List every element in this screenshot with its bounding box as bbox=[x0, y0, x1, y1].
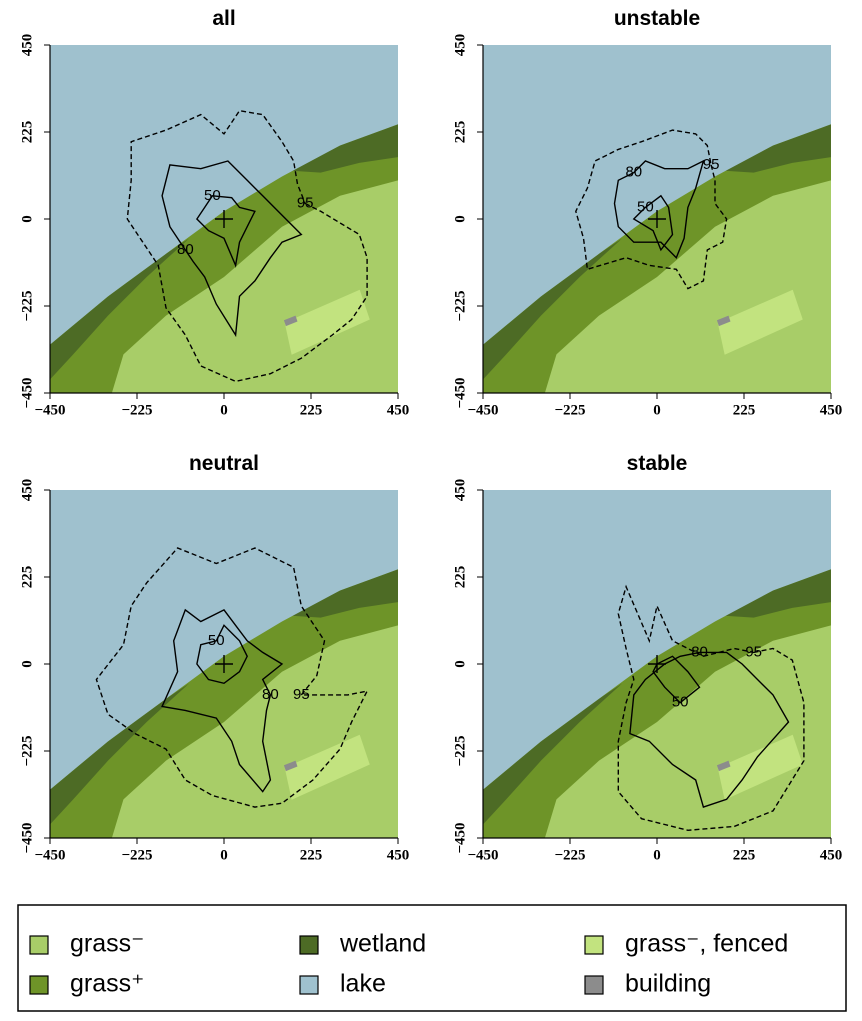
legend-label: grass⁺ bbox=[70, 970, 144, 998]
contour-label: 80 bbox=[691, 643, 708, 660]
contour-label: 80 bbox=[625, 164, 642, 181]
x-tick-label: 450 bbox=[820, 402, 843, 418]
x-tick-label: 450 bbox=[387, 847, 410, 863]
x-tick-label: −450 bbox=[34, 847, 65, 863]
x-tick-label: −225 bbox=[554, 402, 585, 418]
x-tick-label: −450 bbox=[467, 847, 498, 863]
legend-swatch bbox=[584, 935, 604, 955]
y-tick-label: 0 bbox=[452, 660, 468, 668]
panel-title: neutral bbox=[189, 452, 259, 475]
panel-title: stable bbox=[627, 452, 688, 475]
contour-label: 80 bbox=[262, 686, 279, 703]
x-tick-label: 0 bbox=[220, 402, 228, 418]
legend-label: lake bbox=[340, 970, 386, 998]
legend-label: grass⁻, fenced bbox=[625, 930, 788, 958]
y-tick-label: 450 bbox=[452, 34, 468, 57]
contour-line bbox=[161, 160, 303, 338]
contour-label: 95 bbox=[703, 156, 720, 173]
contour-line bbox=[196, 624, 248, 685]
contour-label: 80 bbox=[177, 241, 194, 258]
x-tick-label: −225 bbox=[121, 847, 152, 863]
y-tick-label: −225 bbox=[452, 735, 468, 766]
x-tick-label: 450 bbox=[820, 847, 843, 863]
legend-swatch bbox=[299, 935, 319, 955]
legend-label: grass⁻ bbox=[70, 930, 144, 958]
contour-line bbox=[575, 129, 728, 290]
legend-swatch bbox=[584, 975, 604, 995]
contour-label: 95 bbox=[293, 686, 310, 703]
contour-line bbox=[195, 195, 256, 268]
legend-box bbox=[17, 904, 847, 1012]
contour-line bbox=[629, 651, 790, 808]
x-tick-label: −225 bbox=[554, 847, 585, 863]
x-tick-label: 225 bbox=[733, 402, 756, 418]
y-tick-label: 0 bbox=[19, 660, 35, 668]
contour-line bbox=[161, 608, 284, 793]
contour-label: 50 bbox=[204, 187, 221, 204]
y-tick-label: 225 bbox=[452, 121, 468, 144]
legend-swatch bbox=[29, 935, 49, 955]
contour-line bbox=[126, 109, 368, 383]
panel-title: unstable bbox=[614, 7, 700, 30]
y-tick-label: −450 bbox=[452, 377, 468, 408]
y-tick-label: 0 bbox=[452, 215, 468, 223]
contour-label: 50 bbox=[637, 198, 654, 215]
x-tick-label: 225 bbox=[733, 847, 756, 863]
y-tick-label: −225 bbox=[19, 735, 35, 766]
y-tick-label: 450 bbox=[452, 479, 468, 502]
legend-swatch bbox=[299, 975, 319, 995]
tower-marker bbox=[215, 210, 233, 228]
tower-marker bbox=[648, 655, 666, 673]
x-tick-label: −450 bbox=[467, 402, 498, 418]
y-tick-label: 225 bbox=[452, 566, 468, 589]
panel-title: all bbox=[212, 7, 235, 30]
x-tick-label: 0 bbox=[653, 402, 661, 418]
x-tick-label: −225 bbox=[121, 402, 152, 418]
y-tick-label: 225 bbox=[19, 121, 35, 144]
y-tick-label: −450 bbox=[19, 377, 35, 408]
y-tick-label: −225 bbox=[19, 290, 35, 321]
x-tick-label: 225 bbox=[300, 402, 323, 418]
x-tick-label: −450 bbox=[34, 402, 65, 418]
legend-swatch bbox=[29, 975, 49, 995]
contour-label: 95 bbox=[745, 643, 762, 660]
contour-label: 95 bbox=[297, 195, 314, 212]
y-tick-label: 0 bbox=[19, 215, 35, 223]
contour-line bbox=[613, 159, 705, 259]
x-tick-label: 450 bbox=[387, 402, 410, 418]
tower-marker bbox=[648, 210, 666, 228]
legend-label: wetland bbox=[339, 930, 426, 958]
y-tick-label: 450 bbox=[19, 479, 35, 502]
contour-line bbox=[652, 655, 701, 704]
contour-label: 50 bbox=[208, 632, 225, 649]
y-tick-label: 450 bbox=[19, 34, 35, 57]
y-tick-label: −450 bbox=[19, 822, 35, 853]
y-tick-label: 225 bbox=[19, 566, 35, 589]
x-tick-label: 0 bbox=[653, 847, 661, 863]
x-tick-label: 0 bbox=[220, 847, 228, 863]
contour-line bbox=[617, 584, 805, 832]
contour-label: 50 bbox=[672, 694, 689, 711]
x-tick-label: 225 bbox=[300, 847, 323, 863]
contour-line bbox=[632, 194, 674, 252]
tower-marker bbox=[215, 655, 233, 673]
y-tick-label: −450 bbox=[452, 822, 468, 853]
y-tick-label: −225 bbox=[452, 290, 468, 321]
legend-label: building bbox=[625, 970, 711, 998]
